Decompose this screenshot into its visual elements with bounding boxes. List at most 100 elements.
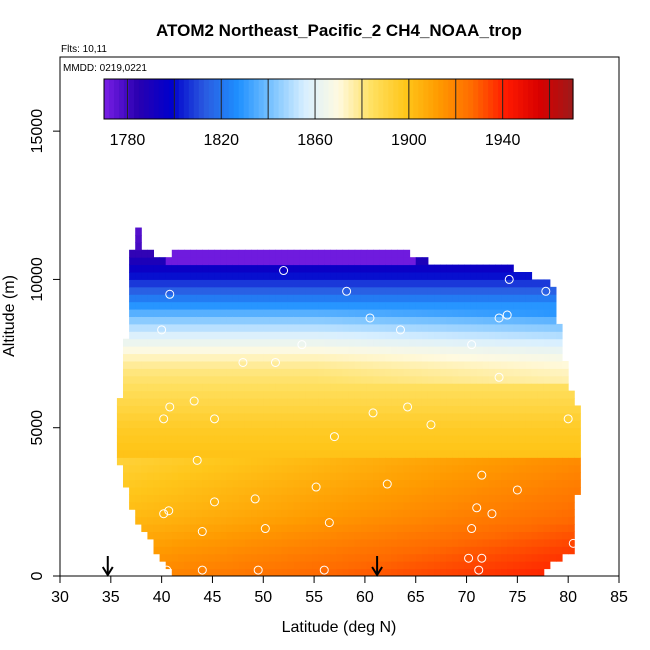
heatmap-cell <box>434 412 441 421</box>
heatmap-cell <box>549 301 557 310</box>
heatmap-cell <box>415 368 423 377</box>
heatmap-cell <box>251 449 258 458</box>
heatmap-cell <box>415 264 423 273</box>
heatmap-cell <box>452 390 459 399</box>
heatmap-cell <box>555 398 563 406</box>
heatmap-cell <box>220 390 228 399</box>
heatmap-cell <box>305 331 313 340</box>
heatmap-cell <box>220 249 228 258</box>
colorbar-segment <box>303 79 310 119</box>
heatmap-cell <box>281 524 289 533</box>
heatmap-cell <box>373 249 380 258</box>
heatmap-cell <box>385 561 392 570</box>
heatmap-cell <box>324 338 331 347</box>
heatmap-cell <box>202 442 209 451</box>
heatmap-cell <box>159 538 167 547</box>
heatmap-cell <box>202 346 209 355</box>
heatmap-cell <box>196 546 203 555</box>
heatmap-cell <box>470 501 478 510</box>
heatmap-cell <box>238 412 246 421</box>
heatmap-cell <box>434 531 441 540</box>
colorbar-segment <box>438 79 444 119</box>
heatmap-cell <box>153 472 161 481</box>
heatmap-cell <box>488 398 496 406</box>
heatmap-cell <box>507 286 514 295</box>
heatmap-cell <box>513 568 520 577</box>
colorbar-tick-label: 1900 <box>391 132 427 149</box>
heatmap-cell <box>360 279 368 288</box>
heatmap-cell <box>196 257 203 266</box>
heatmap-cell <box>257 316 264 325</box>
heatmap-cell <box>537 353 545 362</box>
heatmap-cell <box>336 257 344 266</box>
heatmap-cell <box>318 294 325 303</box>
heatmap-cell <box>543 316 551 325</box>
heatmap-cell <box>196 331 203 340</box>
heatmap-cell <box>525 487 533 495</box>
heatmap-cell <box>501 294 508 303</box>
heatmap-cell <box>525 427 533 436</box>
heatmap-cell <box>299 249 307 258</box>
heatmap-cell <box>324 301 331 310</box>
heatmap-cell <box>129 331 136 340</box>
heatmap-cell <box>232 546 240 555</box>
heatmap-cell <box>238 524 246 533</box>
heatmap-cell <box>434 546 441 555</box>
heatmap-cell <box>354 338 362 347</box>
heatmap-cell <box>366 494 374 503</box>
heatmap-cell <box>464 412 472 421</box>
heatmap-cell <box>275 435 283 444</box>
heatmap-cell <box>123 464 130 473</box>
heatmap-cell <box>446 531 453 540</box>
heatmap-cell <box>415 286 423 295</box>
heatmap-cell <box>507 368 514 377</box>
heatmap-cell <box>214 405 222 414</box>
heatmap-cell <box>159 412 167 421</box>
heatmap-cell <box>208 501 215 510</box>
heatmap-cell <box>464 427 472 436</box>
heatmap-cell <box>293 561 301 570</box>
heatmap-cell <box>257 442 264 451</box>
heatmap-cell <box>434 279 441 288</box>
heatmap-cell <box>324 442 331 451</box>
heatmap-cell <box>336 427 344 436</box>
heatmap-cell <box>129 449 136 458</box>
sample-point <box>403 402 413 412</box>
heatmap-cell <box>184 257 191 266</box>
x-tick-label: 75 <box>508 589 526 606</box>
heatmap-cell <box>568 494 575 503</box>
heatmap-cell <box>116 442 124 451</box>
heatmap-cell <box>220 301 228 310</box>
heatmap-cell <box>391 360 398 369</box>
heatmap-cell <box>330 427 337 436</box>
heatmap-cell <box>141 286 148 295</box>
heatmap-cell <box>342 472 350 481</box>
heatmap-cell <box>299 487 307 495</box>
heatmap-cell <box>190 568 197 577</box>
heatmap-cell <box>226 286 234 295</box>
heatmap-cell <box>409 360 417 369</box>
heatmap-cell <box>342 449 350 458</box>
heatmap-cell <box>525 368 533 377</box>
heatmap-cell <box>379 412 386 421</box>
heatmap-cell <box>147 338 155 347</box>
heatmap-cell <box>141 442 148 451</box>
heatmap-cell <box>458 501 466 510</box>
heatmap-cell <box>464 546 472 555</box>
heatmap-cell <box>543 531 551 540</box>
heatmap-cell <box>336 464 344 473</box>
heatmap-cell <box>562 472 569 481</box>
heatmap-cell <box>153 427 161 436</box>
heatmap-cell <box>543 412 551 421</box>
heatmap-cell <box>171 316 179 325</box>
heatmap-cell <box>263 323 270 332</box>
heatmap-cell <box>287 442 295 451</box>
heatmap-cell <box>257 427 264 436</box>
heatmap-cell <box>519 553 526 562</box>
heatmap-cell <box>135 375 142 384</box>
heatmap-cell <box>360 472 368 481</box>
heatmap-cell <box>232 412 240 421</box>
heatmap-cell <box>232 442 240 451</box>
heatmap-cell <box>391 472 398 481</box>
heatmap-cell <box>555 346 563 355</box>
